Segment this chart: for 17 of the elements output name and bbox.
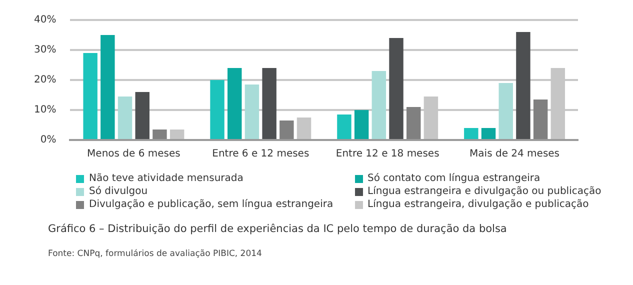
legend-label: Língua estrangeira e divulgação ou publicação (368, 185, 602, 198)
legend-label: Só contato com língua estrangeira (368, 172, 540, 185)
y-tick-label: 30% (34, 44, 56, 56)
source-note: Fonte: CNPq, formulários de avaliação PIBIC, 2014 (48, 249, 263, 259)
x-tick-label: Entre 6 e 12 meses (212, 148, 310, 160)
legend-label: Língua estrangeira, divulgação e publicação (368, 198, 589, 211)
legend-label: Não teve atividade mensurada (89, 172, 244, 185)
x-tick-label: Mais de 24 meses (470, 148, 560, 160)
y-tick-label: 10% (34, 104, 56, 116)
y-tick-label: 40% (34, 14, 56, 26)
y-tick-label: 0% (40, 134, 56, 146)
legend-label: Só divulgou (89, 185, 148, 198)
x-tick-label: Entre 12 e 18 meses (336, 148, 440, 160)
y-tick-label: 20% (34, 74, 56, 86)
legend-label: Divulgação e publicação, sem língua estrangeira (89, 198, 334, 211)
text: Gráfico 6 – Distribuição do perfil de experiências da IC pelo tempo de duração da bolsa (48, 223, 508, 235)
x-tick-label: Menos de 6 meses (87, 148, 180, 160)
